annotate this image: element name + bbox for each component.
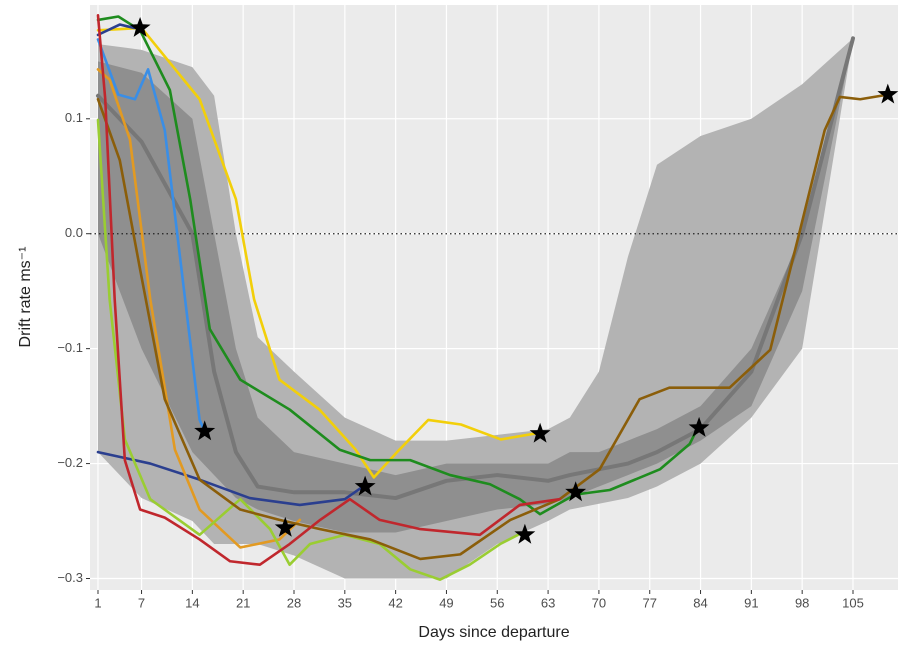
x-tick-label: 105 <box>842 595 864 610</box>
x-tick-label: 1 <box>94 595 101 610</box>
x-tick-label: 49 <box>439 595 453 610</box>
star-marker <box>129 17 151 37</box>
mean-line <box>95 36 855 501</box>
y-tick-label: −0.3 <box>57 570 83 585</box>
plot-area <box>90 14 899 581</box>
x-tick-label: 21 <box>236 595 250 610</box>
star-marker <box>274 516 296 537</box>
series-line <box>96 68 302 549</box>
x-tick-label: 84 <box>693 595 707 610</box>
x-tick-label: 70 <box>592 595 606 610</box>
star-marker <box>877 83 899 104</box>
x-tick-label: 91 <box>744 595 758 610</box>
series-line <box>96 38 207 433</box>
series-line <box>96 93 890 561</box>
series-line <box>96 23 136 37</box>
x-tick-label: 7 <box>138 595 145 610</box>
star-marker <box>529 422 551 443</box>
x-tick-label: 77 <box>642 595 656 610</box>
x-tick-label: 42 <box>388 595 402 610</box>
x-tick-label: 56 <box>490 595 504 610</box>
star-marker <box>514 523 536 544</box>
series-line <box>96 26 543 479</box>
x-tick-label: 63 <box>541 595 555 610</box>
x-tick-label: 28 <box>287 595 301 610</box>
series-line <box>96 118 527 581</box>
x-axis-title: Days since departure <box>418 624 569 641</box>
y-tick-label: −0.2 <box>57 455 83 470</box>
star-marker <box>688 416 710 437</box>
x-tick-label: 98 <box>795 595 809 610</box>
y-axis-title: Drift rate ms⁻¹ <box>17 247 34 348</box>
series-line <box>96 15 699 516</box>
star-marker <box>354 475 376 496</box>
series-line <box>96 14 561 567</box>
y-tick-label: −0.1 <box>57 340 83 355</box>
star-marker <box>565 481 587 502</box>
y-tick-label: 0.1 <box>65 110 83 125</box>
series-line <box>96 450 365 507</box>
star-marker <box>194 420 216 441</box>
y-tick-label: 0.0 <box>65 225 83 240</box>
x-tick-label: 35 <box>338 595 352 610</box>
x-tick-label: 14 <box>185 595 199 610</box>
